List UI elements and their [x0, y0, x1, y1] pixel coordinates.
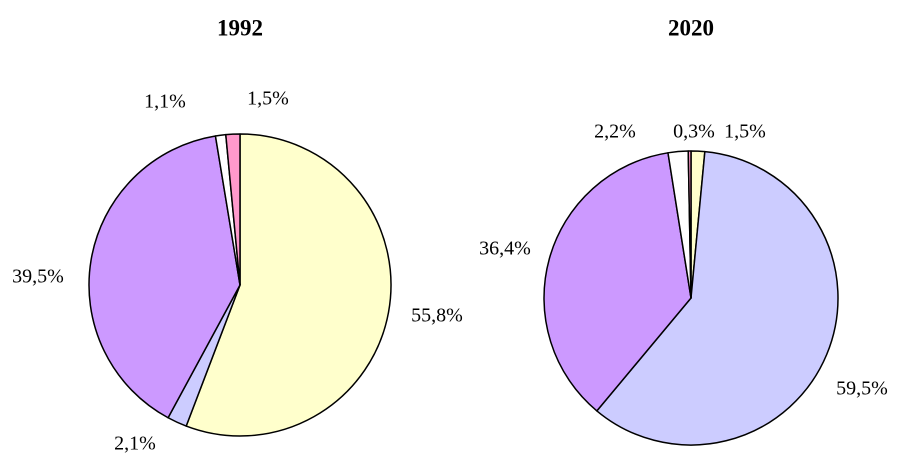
- data-label: 0,3%: [673, 121, 715, 143]
- pie-slice: [88, 135, 241, 419]
- data-label: 1,5%: [724, 121, 766, 143]
- pie-slice: [596, 150, 839, 446]
- chart-title: 1992: [217, 15, 263, 40]
- pie-slice: [687, 150, 692, 299]
- data-label: 1,1%: [144, 91, 186, 113]
- data-label: 36,4%: [479, 238, 531, 260]
- pie-slice: [225, 133, 241, 286]
- data-label: 1,5%: [247, 88, 289, 110]
- data-label: 2,2%: [594, 121, 636, 143]
- pie-slice: [543, 152, 692, 412]
- data-label: 59,5%: [836, 378, 888, 400]
- data-label: 55,8%: [411, 305, 463, 327]
- chart-title: 2020: [668, 15, 714, 40]
- pie-slice: [185, 133, 392, 437]
- data-label: 2,1%: [114, 433, 156, 455]
- data-label: 39,5%: [12, 266, 64, 288]
